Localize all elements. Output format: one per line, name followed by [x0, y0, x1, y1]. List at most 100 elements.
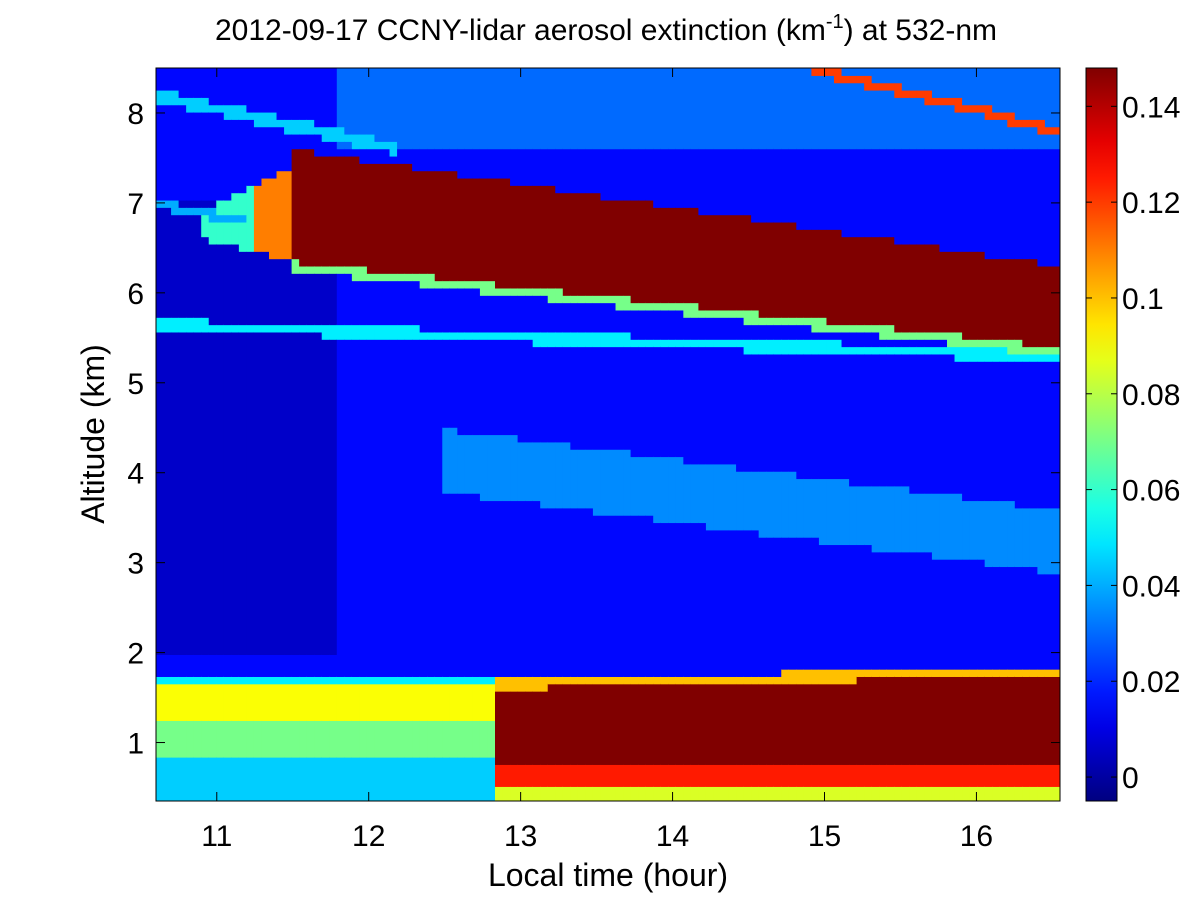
- heatmap-cell: [517, 676, 526, 692]
- heatmap-cell: [517, 68, 526, 150]
- heatmap-cell: [419, 676, 428, 685]
- heatmap-cell: [269, 757, 278, 801]
- heatmap-cell: [1052, 786, 1060, 801]
- heatmap-cell: [645, 199, 654, 304]
- heatmap-cell: [374, 280, 383, 326]
- heatmap-cell: [1014, 68, 1023, 120]
- heatmap-cell: [954, 251, 963, 333]
- heatmap-cell: [359, 133, 368, 150]
- heatmap-cell: [728, 764, 737, 787]
- heatmap-cell: [314, 324, 323, 333]
- heatmap-cell: [856, 669, 865, 677]
- heatmap-cell: [751, 309, 760, 326]
- heatmap-cell: [359, 676, 368, 685]
- heatmap-cell: [555, 786, 564, 801]
- heatmap-cell: [1044, 346, 1054, 355]
- heatmap-cell: [344, 720, 353, 758]
- heatmap-cell: [841, 236, 850, 326]
- heatmap-cell: [517, 764, 526, 787]
- heatmap-cell: [773, 221, 782, 318]
- heatmap-cell: [306, 133, 315, 150]
- heatmap-cell: [698, 148, 707, 216]
- heatmap-cell: [344, 155, 353, 267]
- heatmap-cell: [969, 251, 978, 340]
- heatmap-cell: [773, 537, 782, 677]
- heatmap-cell: [879, 353, 888, 487]
- heatmap-cell: [238, 331, 247, 655]
- heatmap-cell: [359, 148, 368, 164]
- heatmap-cell: [886, 485, 895, 553]
- heatmap-cell: [743, 214, 752, 311]
- heatmap-cell: [856, 485, 865, 546]
- heatmap-cell: [336, 339, 345, 677]
- heatmap-cell: [253, 720, 263, 758]
- heatmap-cell: [1022, 346, 1031, 355]
- heatmap-cell: [924, 786, 933, 801]
- heatmap-cell: [743, 676, 752, 685]
- heatmap-cell: [555, 331, 564, 348]
- heatmap-cell: [690, 676, 699, 685]
- x-tick-label: 16: [960, 820, 993, 853]
- heatmap-cell: [321, 273, 330, 326]
- heatmap-cell: [758, 317, 767, 326]
- heatmap-cell: [457, 68, 466, 150]
- heatmap-cell: [781, 764, 790, 787]
- heatmap-cell: [736, 764, 745, 787]
- heatmap-cell: [834, 82, 843, 150]
- heatmap-cell: [939, 353, 948, 494]
- heatmap-cell: [208, 757, 217, 801]
- heatmap-cell: [487, 757, 496, 801]
- heatmap-cell: [683, 148, 692, 208]
- heatmap-cell: [705, 529, 715, 677]
- heatmap-cell: [525, 287, 534, 296]
- heatmap-cell: [909, 551, 918, 670]
- heatmap-cell: [916, 786, 925, 801]
- heatmap-cell: [803, 764, 812, 787]
- heatmap-cell: [909, 68, 918, 91]
- heatmap-cell: [306, 148, 315, 267]
- heatmap-cell: [1007, 669, 1016, 677]
- heatmap-cell: [969, 104, 978, 113]
- heatmap-cell: [366, 757, 376, 801]
- heatmap-cell: [871, 485, 880, 553]
- heatmap-cell: [412, 148, 421, 172]
- heatmap-cell: [803, 229, 812, 318]
- heatmap-cell: [329, 324, 338, 340]
- heatmap-cell: [208, 68, 217, 106]
- heatmap-cell: [886, 236, 895, 326]
- heatmap-cell: [992, 148, 1001, 260]
- heatmap-cell: [992, 786, 1001, 801]
- heatmap-cell: [246, 757, 255, 801]
- heatmap-cell: [668, 346, 677, 458]
- heatmap-cell: [1044, 669, 1054, 677]
- heatmap-cell: [992, 676, 1001, 765]
- heatmap-cell: [540, 764, 549, 787]
- heatmap-cell: [653, 302, 662, 311]
- heatmap-cell: [449, 68, 458, 150]
- heatmap-cell: [623, 515, 632, 677]
- heatmap-cell: [577, 676, 586, 685]
- heatmap-cell: [818, 229, 828, 318]
- heatmap-cell: [592, 331, 602, 348]
- heatmap-cell: [653, 346, 662, 458]
- heatmap-cell: [464, 280, 473, 289]
- heatmap-cell: [592, 148, 602, 194]
- heatmap-cell: [962, 764, 971, 787]
- heatmap-cell: [382, 676, 391, 685]
- heatmap-cell: [705, 68, 715, 150]
- heatmap-cell: [299, 324, 308, 333]
- heatmap-cell: [314, 654, 323, 677]
- heatmap-cell: [954, 559, 963, 670]
- heatmap-cell: [201, 676, 210, 685]
- heatmap-cell: [344, 757, 353, 801]
- heatmap-cell: [186, 757, 195, 801]
- heatmap-cell: [939, 339, 948, 348]
- heatmap-cell: [788, 683, 797, 765]
- heatmap-cell: [630, 339, 639, 348]
- heatmap-cell: [487, 68, 496, 150]
- heatmap-cell: [208, 207, 217, 223]
- heatmap-cell: [690, 522, 699, 677]
- heatmap-cell: [886, 339, 895, 348]
- heatmap-cell: [864, 669, 873, 677]
- heatmap-cell: [314, 265, 323, 274]
